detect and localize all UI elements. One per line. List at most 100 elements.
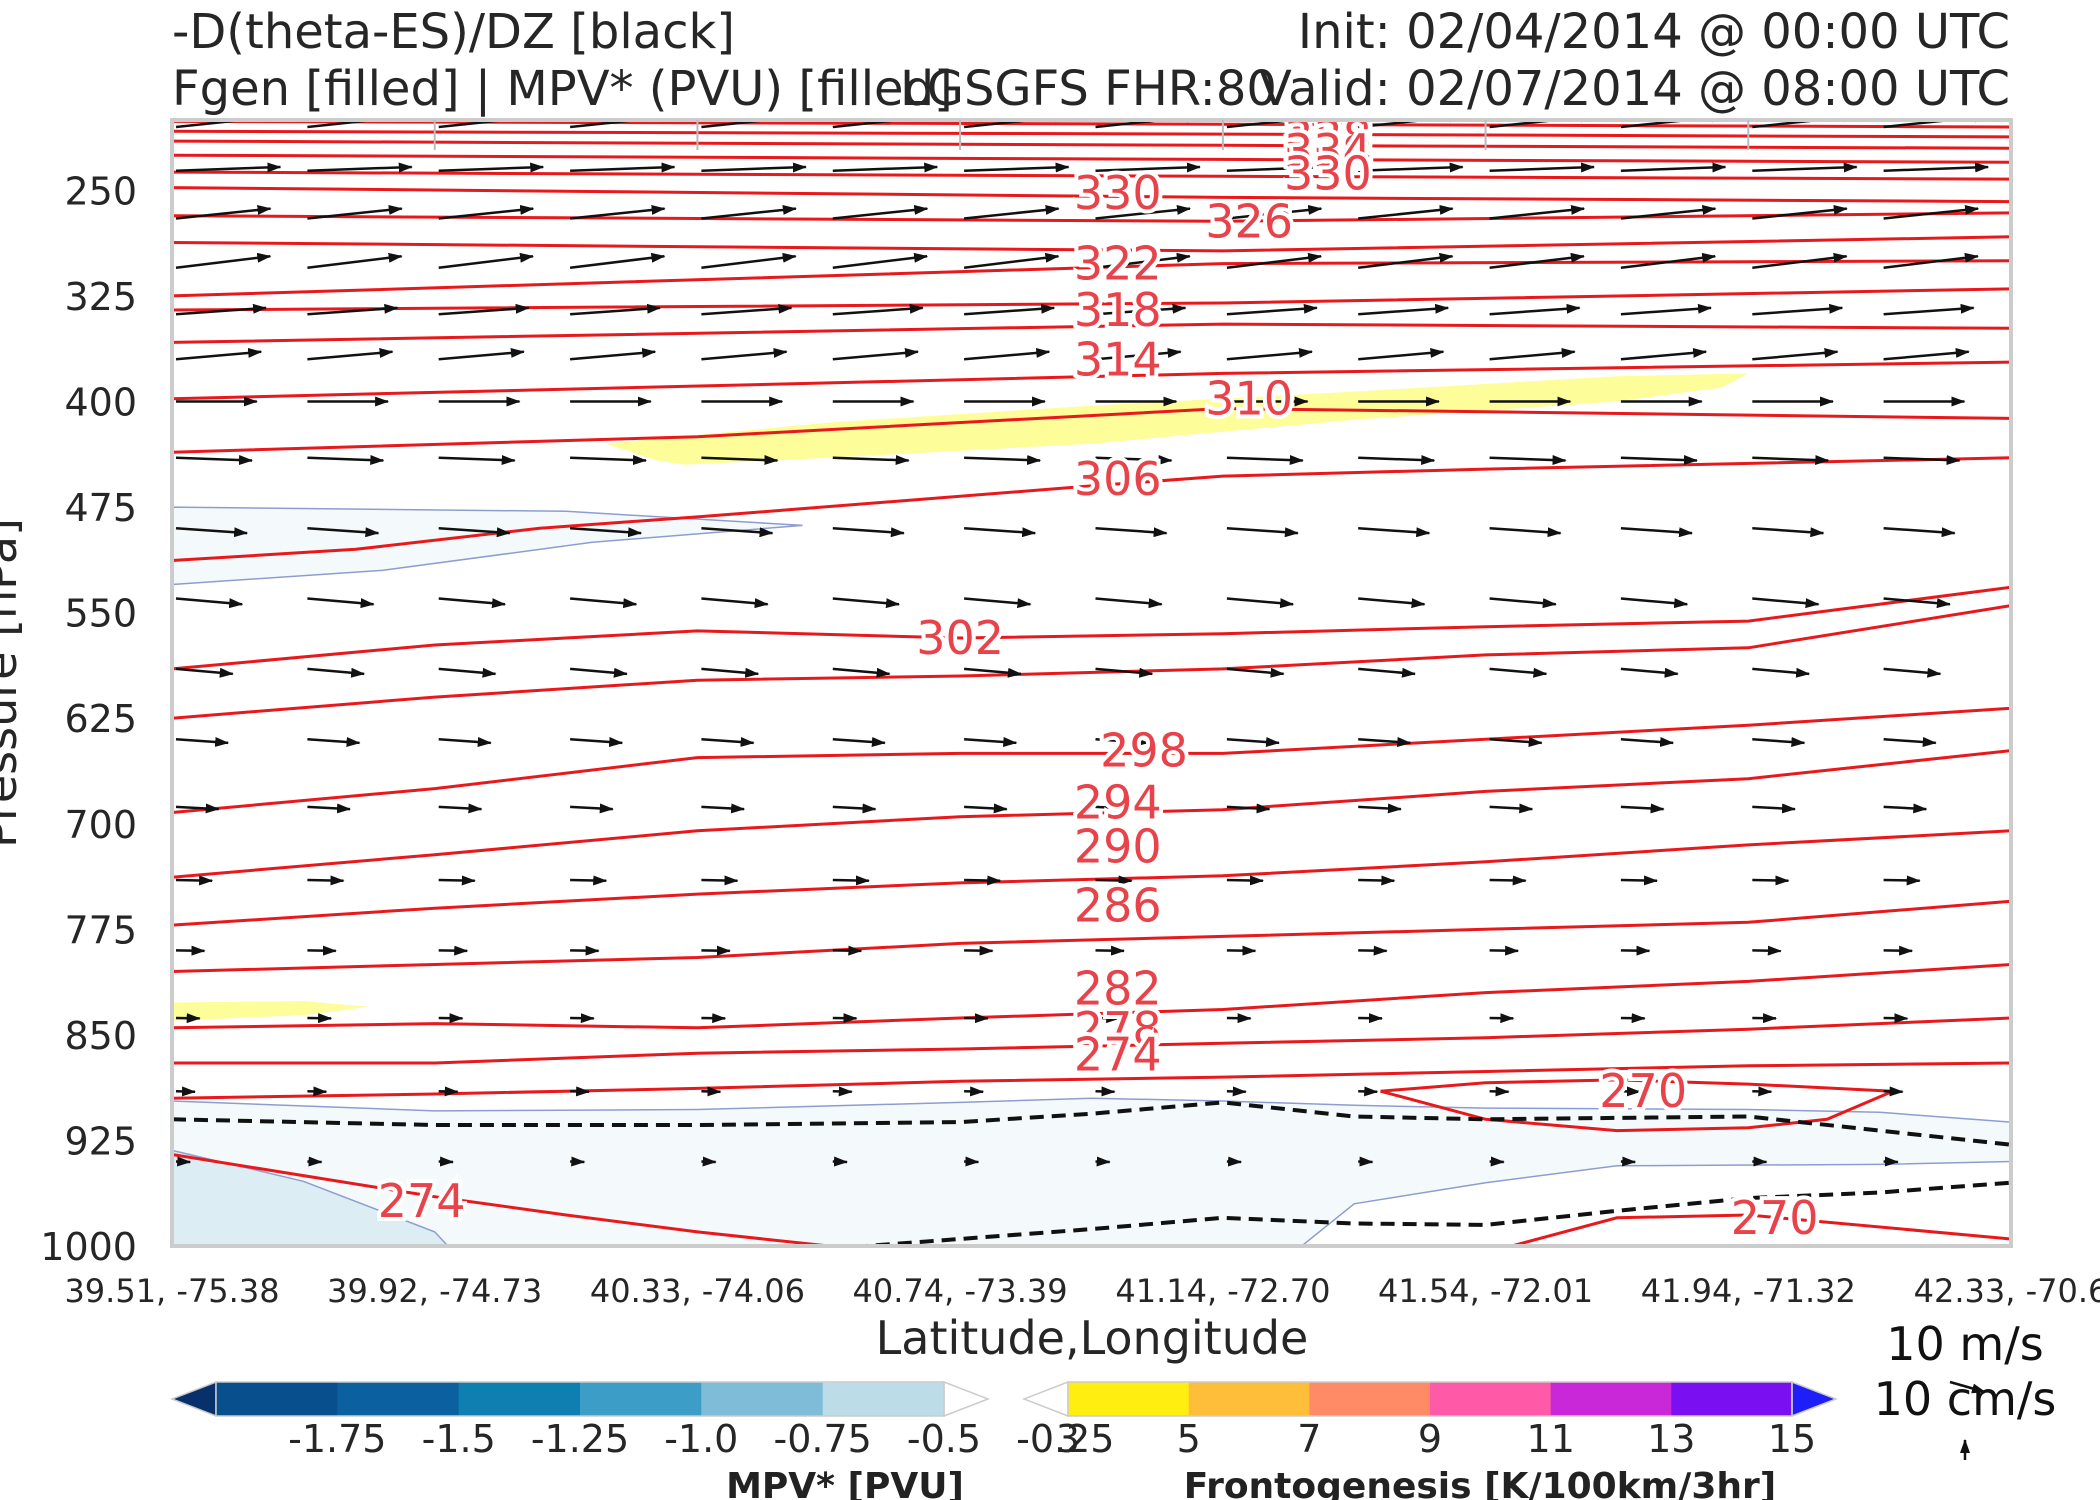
wind-vector: [175, 347, 263, 361]
wind-vector: [1489, 162, 1595, 173]
wind-vector: [1489, 455, 1567, 466]
wind-vector: [570, 1086, 591, 1097]
wind-vector: [569, 597, 638, 609]
wind-vector: [570, 737, 624, 747]
wind-vector: [307, 945, 337, 956]
wind-vector: [1095, 667, 1154, 678]
wind-vector: [1226, 667, 1285, 678]
y-tick-label: 850: [64, 1014, 137, 1058]
wind-vector: [1752, 803, 1796, 814]
wind-vector: [307, 737, 361, 747]
wind-vector: [1095, 803, 1140, 814]
theta-contour-label: 330: [1074, 166, 1162, 220]
wind-vector: [1226, 1156, 1243, 1167]
theta-contour-line: [172, 153, 2011, 164]
wind-vector: [307, 875, 345, 886]
wind-vector: [1752, 303, 1844, 316]
wind-vector: [832, 526, 905, 538]
wind-vector: [1752, 162, 1858, 173]
theta-contour-line: [172, 749, 2011, 879]
theta-contour-label: 298: [1100, 724, 1188, 778]
fgen-colorbar-tick-label: 3: [1056, 1417, 1080, 1461]
wind-vector: [1620, 303, 1712, 316]
wind-vector: [569, 204, 666, 220]
wind-vector: [1620, 737, 1675, 747]
wind-vector: [1095, 455, 1173, 466]
fgen-colorbar-extend-high: [1791, 1380, 1839, 1418]
wind-vector: [175, 945, 206, 956]
wind-vector: [1752, 347, 1839, 361]
y-axis-label: Pressure [hPa]: [0, 518, 27, 848]
theta-contour-label: 302: [916, 611, 1004, 665]
wind-vector: [1620, 455, 1698, 466]
wind-vector: [438, 1086, 459, 1097]
x-tick-label: 41.94, -71.32: [1641, 1272, 1856, 1310]
theta-contour-line: [172, 1153, 829, 1246]
theta-contour-label: 322: [1074, 237, 1162, 291]
theta-contour-label: 330: [1284, 147, 1372, 201]
theta-contour-label: 294: [1074, 776, 1162, 830]
theta-contour-line: [172, 604, 2011, 720]
wind-vector: [175, 803, 220, 814]
wind-vector: [570, 162, 676, 173]
wind-vector: [964, 737, 1018, 747]
mpv-colorbar-extend-high: [943, 1380, 991, 1418]
wind-vector: [1883, 597, 1951, 609]
wind-vector: [175, 303, 267, 316]
wind-vector: [438, 204, 535, 220]
wind-vector: [1752, 526, 1825, 538]
wind-vector: [1489, 526, 1562, 538]
wind-vector: [832, 597, 900, 609]
theta-contour-line: [172, 406, 2011, 454]
fgen-colorbar-color-box: [1068, 1382, 1190, 1416]
theta-contour-label: 282: [1074, 961, 1162, 1015]
wind-vector: [1358, 347, 1445, 361]
wind-vector: [1883, 737, 1937, 747]
wind-vector: [832, 303, 924, 316]
wind-vector: [1226, 737, 1280, 747]
fgen-colorbar-color-box: [1550, 1382, 1672, 1416]
wind-vector: [175, 667, 234, 678]
mpv-filled-region: [172, 1149, 449, 1246]
wind-vector: [175, 526, 249, 538]
wind-vector: [438, 455, 516, 466]
mpv-colorbar-tick-label: -0.5: [907, 1417, 981, 1461]
wind-vector: [1883, 455, 1961, 466]
wind-vector: [307, 252, 403, 270]
wind-vector: [832, 162, 939, 173]
wind-vector: [1226, 526, 1299, 538]
wind-vector: [1358, 252, 1454, 270]
wind-vector: [1489, 252, 1585, 270]
wind-vector: [1883, 303, 1975, 316]
wind-vector: [175, 597, 244, 609]
mpv-colorbar-tick-label: -1.5: [422, 1417, 496, 1461]
wind-vector: [1095, 597, 1163, 609]
theta-contour-label: 318: [1074, 283, 1162, 337]
wind-vector: [1752, 204, 1848, 220]
wind-vector: [175, 875, 214, 886]
wind-vector: [570, 945, 600, 956]
fgen-colorbar-outline: [1067, 1381, 1793, 1417]
theta-contour-label: 270: [1731, 1191, 1819, 1245]
wind-vector: [832, 252, 929, 270]
wind-vector: [964, 1086, 985, 1097]
wind-vector: [438, 162, 545, 173]
wind-vector: [832, 204, 929, 220]
y-tick-label: 250: [64, 169, 137, 213]
wind-vector: [438, 875, 476, 886]
wind-vector: [1226, 303, 1318, 316]
wind-vector: [1883, 1086, 1904, 1097]
wind-vector: [964, 455, 1042, 466]
wind-vector: [701, 597, 769, 609]
theta-contour-label: 274: [1074, 1028, 1162, 1082]
theta-contour-line: [1380, 1078, 1894, 1133]
mpv-colorbar-tick-label: -1.75: [288, 1417, 386, 1461]
wind-vector: [175, 252, 272, 270]
wind-vector: [963, 347, 1051, 361]
wind-vector: [701, 162, 807, 173]
wind-vector: [1489, 945, 1520, 956]
wind-vector: [307, 347, 394, 361]
wind-vector: [1489, 875, 1527, 886]
wind-vector: [438, 526, 511, 538]
theta-contour-line: [172, 235, 2011, 253]
